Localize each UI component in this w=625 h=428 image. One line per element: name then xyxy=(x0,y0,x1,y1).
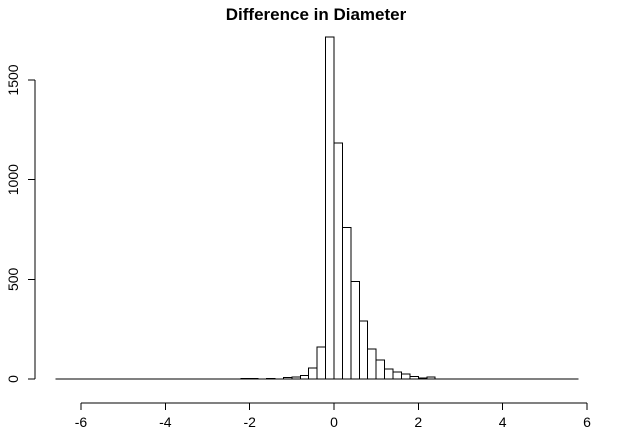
histogram-bar-12 xyxy=(358,320,369,380)
histogram-bar-8 xyxy=(325,36,335,380)
chart-title: Difference in Diameter xyxy=(226,5,407,24)
x-axis: -6 -4 -2 0 2 4 6 xyxy=(75,402,591,428)
histogram-bar-11 xyxy=(350,280,360,380)
y-tick-label-1: 500 xyxy=(5,267,21,291)
x-tick-label-6: 6 xyxy=(583,414,591,428)
x-tick-label-4: 2 xyxy=(414,414,422,428)
y-tick-label-3: 1500 xyxy=(5,64,21,95)
histogram-bar-16 xyxy=(392,371,402,380)
histogram-bar-7 xyxy=(316,346,327,380)
histogram-bar-13 xyxy=(367,348,377,380)
y-axis: 0 500 1000 1500 xyxy=(5,64,36,383)
x-tick-label-1: -4 xyxy=(159,414,172,428)
x-tick-label-0: -6 xyxy=(75,414,88,428)
y-tick-label-0: 0 xyxy=(5,375,21,383)
y-tick-label-2: 1000 xyxy=(5,164,21,195)
histogram-bar-5 xyxy=(299,374,310,380)
histogram-bar-15 xyxy=(384,368,394,380)
histogram-bar-9 xyxy=(333,142,343,380)
histogram-bar-6 xyxy=(308,367,318,380)
x-tick-label-5: 4 xyxy=(499,414,507,428)
histogram-bar-14 xyxy=(375,359,386,380)
x-tick-label-2: -2 xyxy=(243,414,256,428)
histogram-bar-10 xyxy=(341,227,352,380)
bars-layer xyxy=(240,36,436,380)
histogram-bar-17 xyxy=(400,373,411,380)
x-tick-label-3: 0 xyxy=(330,414,338,428)
